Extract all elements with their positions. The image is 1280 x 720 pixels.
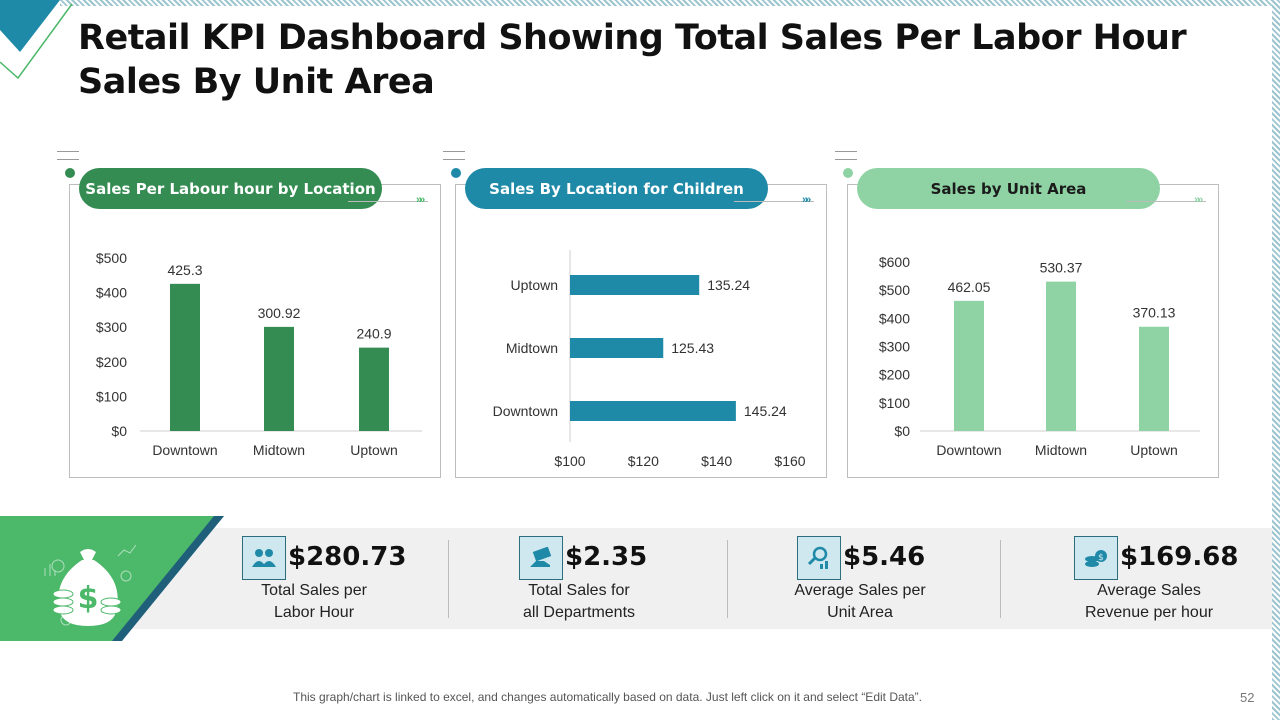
data-label: 145.24: [744, 403, 787, 419]
y-tick-label: $200: [879, 367, 910, 383]
data-label: 240.9: [356, 326, 391, 342]
y-tick-label: $400: [96, 285, 127, 301]
y-tick-label: $0: [111, 423, 127, 439]
pill-connector-line: [348, 201, 428, 202]
bar: [359, 347, 389, 431]
y-tick-label: $300: [96, 319, 127, 335]
panel-decoration-lines: [835, 151, 857, 163]
coins-icon: $: [1074, 536, 1118, 580]
kpi-value: $2.35: [565, 542, 648, 572]
kpi-band: [0, 528, 1272, 629]
x-tick-label: Uptown: [1130, 442, 1177, 458]
bar: [170, 283, 200, 431]
x-tick-label: $140: [701, 453, 732, 469]
y-tick-label: $0: [894, 423, 910, 439]
panel-decoration-lines: [443, 151, 465, 163]
y-tick-label: $200: [96, 354, 127, 370]
right-hatched-border: [1272, 0, 1280, 720]
data-label: 462.05: [948, 279, 991, 295]
x-tick-label: Downtown: [936, 442, 1001, 458]
chevrons-icon: »»: [416, 194, 425, 206]
kpi-label: Average Sales Revenue per hour: [1084, 582, 1214, 621]
page-title: Retail KPI Dashboard Showing Total Sales…: [78, 18, 1187, 102]
y-tick-label: $100: [879, 395, 910, 411]
svg-text:$: $: [1098, 553, 1104, 563]
kpi-label: Average Sales per Unit Area: [794, 582, 926, 621]
kpi-label: Total Sales per Labor Hour: [261, 582, 367, 621]
y-tick-label: $500: [879, 282, 910, 298]
data-label: 530.37: [1040, 260, 1083, 276]
y-tick-label: $400: [879, 310, 910, 326]
cash-hand-icon: [519, 536, 563, 580]
people-money-icon: [242, 536, 286, 580]
page-number: 52: [1240, 690, 1255, 705]
x-tick-label: Uptown: [350, 442, 397, 458]
x-tick-label: $100: [554, 453, 585, 469]
data-label: 425.3: [167, 262, 202, 278]
kpi-total-sales-all-departments: $2.35 Total Sales for all Departments: [519, 536, 719, 626]
kpi-value: $169.68: [1120, 542, 1239, 572]
x-tick-label: Downtown: [152, 442, 217, 458]
y-tick-label: Midtown: [506, 340, 558, 356]
y-tick-label: $100: [96, 388, 127, 404]
kpi-divider: [727, 540, 728, 618]
data-label: 125.43: [671, 340, 714, 356]
panel-dot: [451, 168, 461, 178]
kpi-divider: [448, 540, 449, 618]
bar: [1046, 281, 1076, 431]
svg-text:$: $: [78, 581, 99, 616]
bar: [570, 338, 664, 358]
corner-decoration: [0, 0, 73, 80]
panel-dot: [843, 168, 853, 178]
bar: [1139, 326, 1169, 431]
kpi-average-sales-revenue-per-hour: $ $169.68 Average Sales Revenue per hour: [1074, 536, 1274, 626]
y-tick-label: $300: [879, 339, 910, 355]
x-tick-label: Midtown: [253, 442, 305, 458]
y-tick-label: $600: [879, 254, 910, 270]
data-label: 135.24: [707, 277, 750, 293]
x-tick-label: $160: [774, 453, 805, 469]
kpi-value: $280.73: [288, 542, 407, 572]
bar: [264, 326, 294, 431]
data-label: 300.92: [258, 305, 301, 321]
data-label: 370.13: [1133, 305, 1176, 321]
chart-title-pill-children: Sales By Location for Children: [465, 168, 768, 209]
chart-panel-children: [455, 184, 827, 478]
chevrons-icon: »»: [802, 194, 811, 206]
x-tick-label: Midtown: [1035, 442, 1087, 458]
pill-connector-line: [1126, 201, 1206, 202]
panel-dot: [65, 168, 75, 178]
chevrons-icon: »»: [1194, 194, 1203, 206]
y-tick-label: $500: [96, 250, 127, 266]
bar: [570, 275, 700, 295]
top-hatched-border: [60, 0, 1280, 6]
bar: [570, 401, 736, 421]
footer-note: This graph/chart is linked to excel, and…: [293, 690, 922, 704]
kpi-average-sales-unit-area: $5.46 Average Sales per Unit Area: [794, 536, 997, 626]
kpi-total-sales-per-labor-hour: $280.73 Total Sales per Labor Hour: [242, 536, 442, 626]
kpi-value: $5.46: [843, 542, 926, 572]
kpi-divider: [1000, 540, 1001, 618]
kpi-label: Total Sales for all Departments: [522, 582, 636, 621]
y-tick-label: Downtown: [493, 403, 558, 419]
chart-title-pill-labour: Sales Per Labour hour by Location: [79, 168, 382, 209]
pill-connector-line: [734, 201, 814, 202]
panel-decoration-lines: [57, 151, 79, 163]
bar: [954, 300, 984, 431]
x-tick-label: $120: [628, 453, 659, 469]
magnifier-chart-icon: [797, 536, 841, 580]
y-tick-label: Uptown: [511, 277, 558, 293]
chart-title-pill-unit-area: Sales by Unit Area: [857, 168, 1160, 209]
money-bag-banner: $: [0, 516, 224, 641]
